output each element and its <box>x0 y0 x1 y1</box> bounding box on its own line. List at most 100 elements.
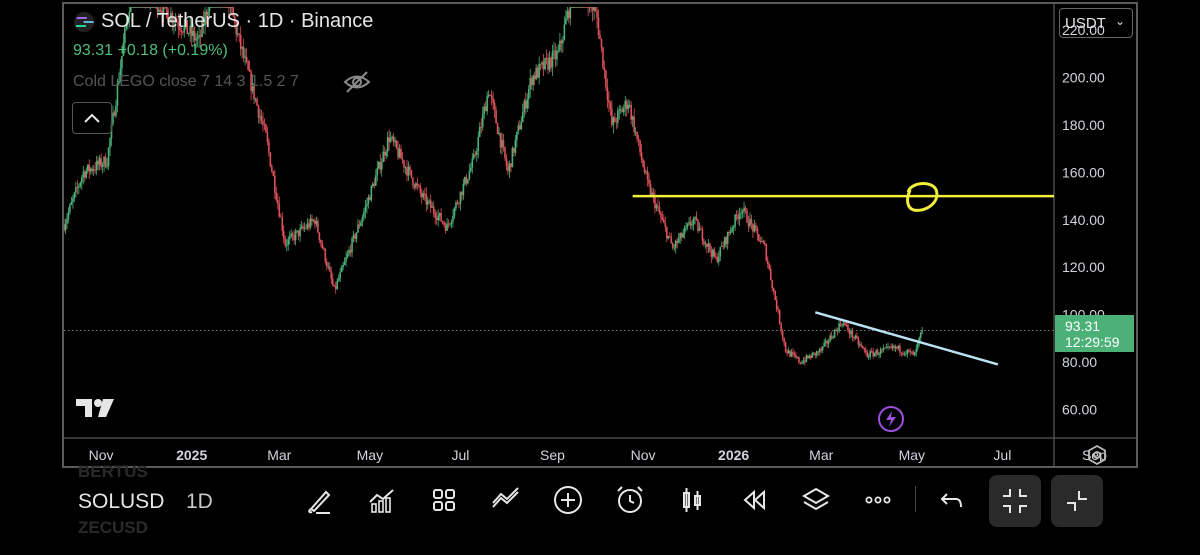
candle-body <box>536 67 539 78</box>
hide-eye-icon[interactable] <box>342 69 372 95</box>
candle-body <box>780 323 782 331</box>
candle-body <box>492 97 494 103</box>
toolbar-divider <box>915 486 916 512</box>
candle-body <box>305 227 307 229</box>
indicator-legend[interactable]: Cold LEGO close 7 14 3 1.5 2 7 <box>73 73 299 90</box>
candle-body <box>363 211 365 218</box>
candle-body <box>407 166 410 176</box>
candle-body <box>226 7 229 8</box>
candle-body <box>611 108 613 125</box>
candle-body <box>441 221 444 223</box>
candle-body <box>285 245 288 246</box>
candle-body <box>179 27 181 30</box>
candle-body <box>596 10 598 18</box>
candle-body <box>412 177 414 186</box>
candle-body <box>612 117 615 125</box>
candle-body <box>225 7 227 8</box>
candle-body <box>198 35 200 38</box>
candle-body <box>450 221 453 224</box>
candle-body <box>802 360 805 364</box>
candle-body <box>876 350 879 355</box>
candles-icon[interactable] <box>674 482 710 518</box>
layout-grid-icon[interactable] <box>426 482 462 518</box>
interval-selector[interactable]: 1D <box>186 490 213 513</box>
currency-select[interactable]: USDT ⌄ <box>1059 8 1133 38</box>
candle-body <box>847 324 849 331</box>
crosshair-button[interactable] <box>1051 475 1103 527</box>
candle-body <box>844 322 846 325</box>
candle-body <box>511 147 514 168</box>
candle-body <box>223 7 226 8</box>
candle-body <box>155 7 157 8</box>
candle-body <box>116 83 119 106</box>
candle-body <box>729 231 732 233</box>
symbol-selector[interactable]: SOLUSD <box>78 490 165 513</box>
candle-body <box>697 220 699 232</box>
replay-icon[interactable] <box>736 482 772 518</box>
x-tick-label: May <box>899 447 925 463</box>
compare-icon[interactable] <box>488 482 524 518</box>
candle-body <box>667 235 670 239</box>
candle-body <box>386 137 389 152</box>
candle-body <box>630 104 632 120</box>
candle-body <box>423 193 426 195</box>
candle-body <box>781 330 784 338</box>
exit-fullscreen-button[interactable] <box>989 475 1041 527</box>
y-tick-label: 180.00 <box>1062 117 1105 133</box>
candle-body <box>418 185 420 187</box>
candle-body <box>670 236 673 244</box>
candle-body <box>118 81 120 84</box>
candle-body <box>516 131 518 141</box>
candle-body <box>315 221 318 225</box>
candle-body <box>919 332 922 338</box>
candle-body <box>366 203 368 207</box>
candle-body <box>228 7 230 8</box>
x-tick-label: May <box>357 447 383 463</box>
candle-body <box>266 132 269 142</box>
add-icon[interactable] <box>550 482 586 518</box>
candle-body <box>864 349 867 353</box>
candle-body <box>621 109 624 113</box>
candle-body <box>866 352 869 357</box>
chart-frame[interactable]: 60.0080.00100.00120.00140.00160.00180.00… <box>62 2 1138 468</box>
candle-body <box>422 193 425 198</box>
alarm-clock-icon[interactable] <box>612 482 648 518</box>
candle-body <box>723 237 726 247</box>
candle-body <box>744 207 747 211</box>
candle-body <box>617 110 619 123</box>
candle-body <box>625 100 628 110</box>
candle-body <box>859 344 861 346</box>
layers-icon[interactable] <box>798 482 834 518</box>
candle-body <box>869 351 872 357</box>
candle-body <box>701 229 704 242</box>
candle-body <box>416 183 419 186</box>
brush-icon[interactable] <box>302 482 338 518</box>
y-tick-label: 120.00 <box>1062 259 1105 275</box>
candle-body <box>131 7 134 8</box>
candle-body <box>437 215 439 221</box>
candle-body <box>606 87 609 100</box>
gear-icon[interactable] <box>1085 443 1109 467</box>
candle-body <box>346 253 349 258</box>
candle-body <box>477 137 480 152</box>
candle-body <box>164 7 166 8</box>
candle-body <box>508 163 511 172</box>
candle-body <box>634 131 637 133</box>
collapse-legend-button[interactable] <box>72 102 112 134</box>
more-icon[interactable] <box>860 482 896 518</box>
indicators-icon[interactable] <box>364 482 400 518</box>
candle-body <box>121 56 123 69</box>
candle-body <box>513 147 515 153</box>
y-tick-label: 160.00 <box>1062 164 1105 180</box>
candle-body <box>308 223 310 228</box>
candle-body <box>551 51 554 68</box>
candle-body <box>190 25 193 36</box>
crosshair-icon <box>1067 491 1087 511</box>
price-chart[interactable]: 60.0080.00100.00120.00140.00160.00180.00… <box>64 4 1136 466</box>
undo-icon[interactable] <box>934 482 970 518</box>
candle-body <box>173 22 175 24</box>
bolt-icon[interactable] <box>877 405 905 433</box>
candle-body <box>109 138 111 149</box>
candle-body <box>355 232 358 239</box>
candle-body <box>177 22 180 28</box>
